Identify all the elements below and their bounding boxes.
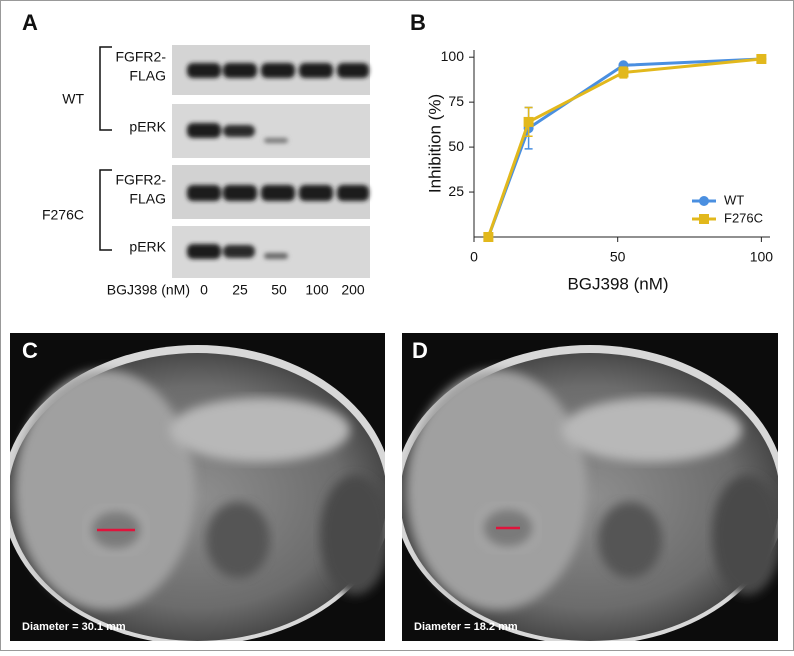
row-label: pERK (129, 239, 166, 255)
y-tick-label: 100 (441, 48, 465, 64)
row-label: FGFR2- (115, 172, 166, 188)
y-axis-label: Inhibition (%) (425, 94, 444, 193)
dose: 100 (305, 282, 329, 298)
mri-caption: Diameter = 30.1 mm (22, 621, 126, 633)
panel-label: B (410, 10, 426, 35)
marker (756, 53, 767, 64)
mri-liver (15, 370, 195, 610)
y-tick-label: 50 (448, 138, 464, 154)
x-tick-label: 0 (470, 249, 478, 265)
legend-label: F276C (724, 210, 763, 225)
row-label: FGFR2- (115, 49, 166, 65)
legend-marker (699, 214, 709, 224)
group-label: WT (62, 91, 84, 107)
mri-organ (562, 398, 742, 462)
y-tick-label: 75 (448, 93, 464, 109)
dose: 50 (271, 282, 287, 298)
marker (483, 232, 494, 242)
mri-image: Diameter = 30.1 mm (10, 333, 385, 641)
row-label: FLAG (129, 191, 166, 207)
mri-caption: Diameter = 18.2 mm (414, 621, 518, 633)
y-tick-label: 25 (448, 183, 464, 199)
group-label: F276C (42, 207, 84, 223)
row-label: pERK (129, 119, 166, 135)
panel-label: D (412, 338, 428, 363)
mri-spine (206, 502, 270, 578)
x-tick-label: 50 (610, 249, 626, 265)
x-axis-label: BGJ398 (nM) (567, 274, 668, 293)
mri-spine (598, 502, 662, 578)
x-tick-label: 100 (750, 249, 774, 265)
legend-marker (699, 196, 709, 206)
mri-organ (170, 398, 350, 462)
marker (618, 67, 629, 78)
series-line (486, 57, 762, 238)
panel-label: C (22, 338, 38, 363)
row-label: FLAG (129, 68, 166, 84)
marker (523, 116, 534, 127)
dose: 200 (341, 282, 365, 298)
mri-liver (407, 370, 587, 610)
panel-label: A (22, 10, 38, 35)
legend-label: WT (724, 192, 744, 207)
mri-kidney (320, 475, 385, 595)
dose: 25 (232, 282, 248, 298)
mri-image: Diameter = 18.2 mm (402, 333, 778, 641)
dose: 0 (200, 282, 208, 298)
blot-images (99, 45, 370, 278)
dose-label: BGJ398 (nM) (107, 282, 190, 298)
mri-kidney (712, 475, 778, 595)
